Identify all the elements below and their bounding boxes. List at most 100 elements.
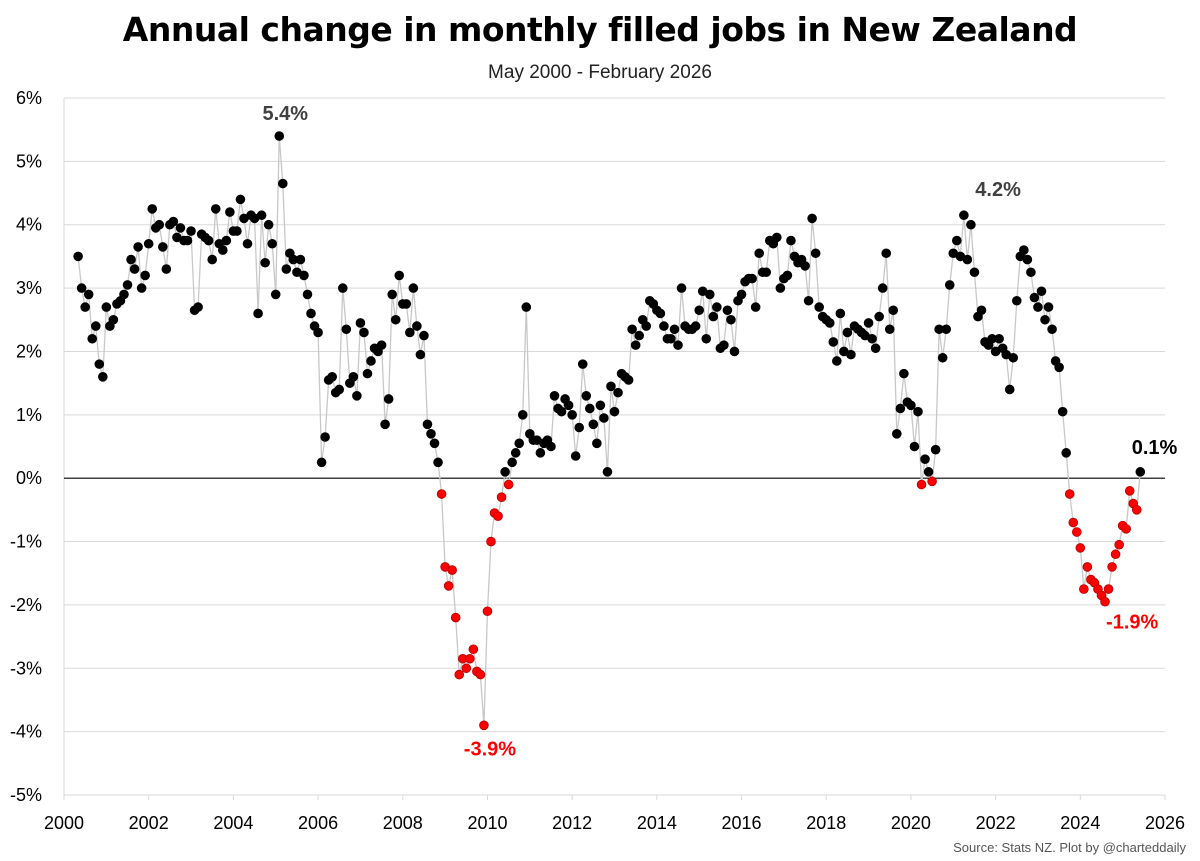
data-point — [535, 448, 546, 458]
y-tick-label: -4% — [10, 722, 42, 742]
data-point — [846, 349, 856, 360]
data-point — [207, 254, 218, 265]
x-tick-label: 2002 — [129, 813, 169, 833]
y-axis-ticks: 6% 5% 4% 3% 2% 1% 0% -1% -2% -3% -4% -5% — [10, 88, 42, 805]
data-point-negative — [927, 476, 937, 487]
data-point — [387, 289, 397, 300]
data-point-negative — [468, 644, 479, 655]
data-point — [376, 340, 387, 350]
data-point — [514, 438, 525, 449]
data-point — [613, 387, 623, 398]
data-point — [126, 254, 136, 265]
data-point — [941, 324, 952, 335]
data-point — [193, 302, 203, 312]
data-point — [599, 413, 609, 423]
x-tick-label: 2000 — [44, 813, 84, 833]
data-point-negative — [493, 511, 503, 522]
data-point-negative — [461, 663, 472, 674]
data-point — [969, 267, 980, 278]
data-point-negative — [1124, 486, 1135, 496]
y-tick-label: -2% — [10, 595, 42, 615]
data-point — [242, 238, 253, 249]
data-point — [655, 308, 666, 319]
data-point — [994, 333, 1004, 344]
data-point-negative — [486, 536, 496, 547]
data-point — [119, 289, 129, 300]
data-point — [863, 318, 874, 328]
data-point — [1040, 314, 1050, 325]
data-point — [225, 207, 235, 217]
data-point — [401, 299, 412, 309]
data-point — [1019, 245, 1029, 255]
data-point — [270, 289, 281, 300]
data-point — [630, 340, 641, 350]
data-point — [884, 324, 895, 335]
data-point — [295, 254, 306, 265]
data-point — [133, 242, 143, 252]
x-tick-label: 2014 — [637, 813, 677, 833]
data-point — [641, 321, 652, 331]
data-point — [143, 238, 154, 249]
data-point — [920, 454, 930, 464]
y-tick-label: -5% — [10, 785, 42, 805]
data-point — [419, 330, 429, 341]
data-point — [627, 324, 637, 335]
data-point — [359, 327, 369, 338]
data-point-negative — [447, 565, 457, 575]
data-point — [260, 257, 270, 268]
data-point — [267, 238, 278, 249]
data-point — [337, 283, 348, 293]
data-point — [101, 302, 112, 312]
data-point-negative — [1064, 489, 1075, 499]
data-point — [944, 280, 955, 290]
data-point — [736, 289, 747, 300]
data-point — [870, 343, 881, 354]
y-tick-label: 5% — [16, 151, 42, 171]
x-tick-label: 2012 — [552, 813, 592, 833]
data-point-negative — [1079, 584, 1089, 594]
data-point — [313, 327, 323, 338]
data-point — [256, 210, 267, 221]
data-point-negative — [450, 612, 461, 623]
y-tick-label: 4% — [16, 215, 42, 235]
data-point — [574, 422, 585, 433]
data-point — [521, 302, 532, 312]
y-tick-label: 6% — [16, 88, 42, 108]
data-point — [563, 400, 574, 411]
data-point — [316, 457, 327, 468]
annotation-label: 4.2% — [975, 179, 1021, 201]
data-point — [570, 451, 581, 461]
x-tick-label: 2022 — [976, 813, 1016, 833]
data-point — [676, 283, 687, 293]
data-point — [712, 302, 722, 312]
annotations: 5.4% -3.9% 4.2% -1.9% 0.1% — [262, 103, 1177, 760]
y-tick-label: 0% — [16, 468, 42, 488]
data-point — [182, 235, 193, 246]
data-point — [888, 305, 899, 316]
data-point — [1004, 384, 1015, 395]
data-point — [828, 337, 839, 347]
data-point — [584, 403, 595, 414]
x-tick-label: 2004 — [213, 813, 253, 833]
data-point — [726, 314, 736, 325]
data-point — [923, 467, 934, 477]
data-point — [1036, 286, 1047, 297]
data-point-negative — [1110, 549, 1121, 560]
data-point — [320, 432, 330, 442]
data-point — [83, 289, 94, 300]
data-point-negative — [475, 669, 486, 680]
data-point — [394, 270, 405, 281]
data-point — [232, 226, 242, 236]
data-point-negative — [1114, 539, 1124, 550]
data-point — [147, 204, 158, 214]
data-point — [704, 289, 715, 300]
data-point — [782, 270, 793, 281]
x-tick-label: 2010 — [467, 813, 507, 833]
series-line-path — [77, 135, 1141, 726]
data-point — [1022, 254, 1033, 265]
data-point-negative — [436, 489, 447, 499]
data-point — [87, 333, 98, 344]
x-tick-label: 2008 — [383, 813, 423, 833]
data-point — [623, 375, 634, 385]
data-point — [602, 467, 613, 477]
